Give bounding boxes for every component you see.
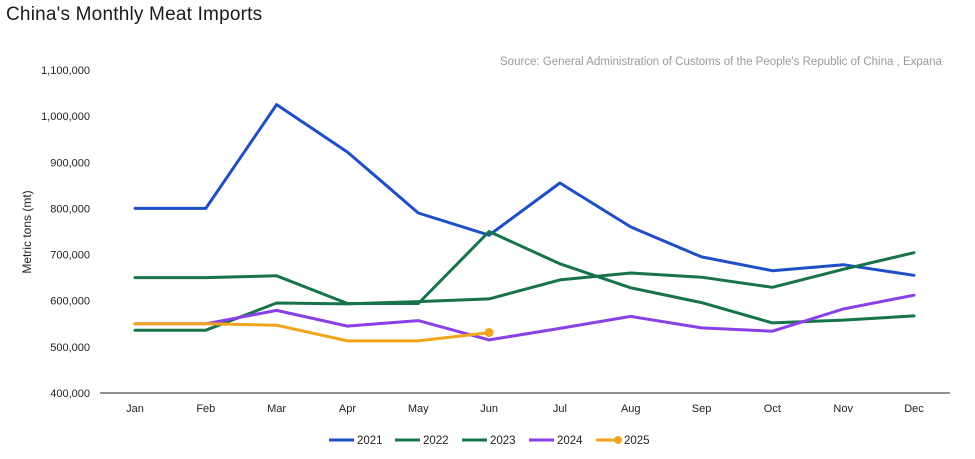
x-tick-label: Aug bbox=[621, 403, 641, 415]
legend-label: 2025 bbox=[624, 435, 650, 447]
y-axis-ticks: 400,000 500,000 600,000 700,000 800,000 900,0… bbox=[41, 65, 90, 400]
y-tick-label: 500,000 bbox=[50, 342, 90, 354]
legend: 2021 2022 2023 2024 2025 bbox=[329, 435, 650, 447]
legend-item-2023: 2023 bbox=[462, 435, 516, 447]
x-tick-label: Sep bbox=[692, 403, 712, 415]
y-tick-label: 600,000 bbox=[50, 296, 90, 308]
legend-label: 2022 bbox=[423, 435, 449, 447]
x-tick-label: Jul bbox=[553, 403, 567, 415]
x-tick-label: Apr bbox=[339, 403, 356, 415]
y-tick-label: 1,000,000 bbox=[41, 111, 90, 123]
legend-marker bbox=[614, 436, 622, 444]
legend-item-2022: 2022 bbox=[395, 435, 449, 447]
x-tick-label: May bbox=[408, 403, 429, 415]
x-tick-label: Oct bbox=[764, 403, 781, 415]
y-axis-label: Metric tons (mt) bbox=[20, 190, 34, 273]
y-tick-label: 900,000 bbox=[50, 157, 90, 169]
x-tick-label: Mar bbox=[267, 403, 286, 415]
x-tick-label: Jan bbox=[126, 403, 144, 415]
x-tick-label: Nov bbox=[833, 403, 853, 415]
x-tick-label: Jun bbox=[480, 403, 498, 415]
series-point-2025 bbox=[484, 328, 494, 338]
x-tick-label: Dec bbox=[904, 403, 924, 415]
legend-item-2021: 2021 bbox=[329, 435, 383, 447]
series-layer bbox=[133, 103, 916, 343]
y-tick-label: 400,000 bbox=[50, 388, 90, 400]
series-line-2022 bbox=[133, 230, 916, 325]
page-title: China's Monthly Meat Imports bbox=[6, 4, 263, 25]
legend-item-2025: 2025 bbox=[596, 435, 650, 447]
source-note: Source: General Administration of Custom… bbox=[500, 56, 943, 68]
y-tick-label: 1,100,000 bbox=[41, 65, 90, 77]
legend-label: 2024 bbox=[557, 435, 583, 447]
x-axis-ticks: Jan Feb Mar Apr May Jun Jul Aug Sep Oct Nov Dec bbox=[126, 403, 924, 415]
legend-item-2024: 2024 bbox=[529, 435, 583, 447]
x-tick-label: Feb bbox=[196, 403, 215, 415]
y-tick-label: 700,000 bbox=[50, 250, 90, 262]
legend-label: 2021 bbox=[357, 435, 383, 447]
y-tick-label: 800,000 bbox=[50, 203, 90, 215]
legend-label: 2023 bbox=[490, 435, 516, 447]
series-line-2024 bbox=[133, 293, 916, 342]
series-line-2021 bbox=[133, 103, 916, 277]
series-line-2023 bbox=[133, 251, 916, 332]
series-line-2025 bbox=[133, 322, 491, 343]
